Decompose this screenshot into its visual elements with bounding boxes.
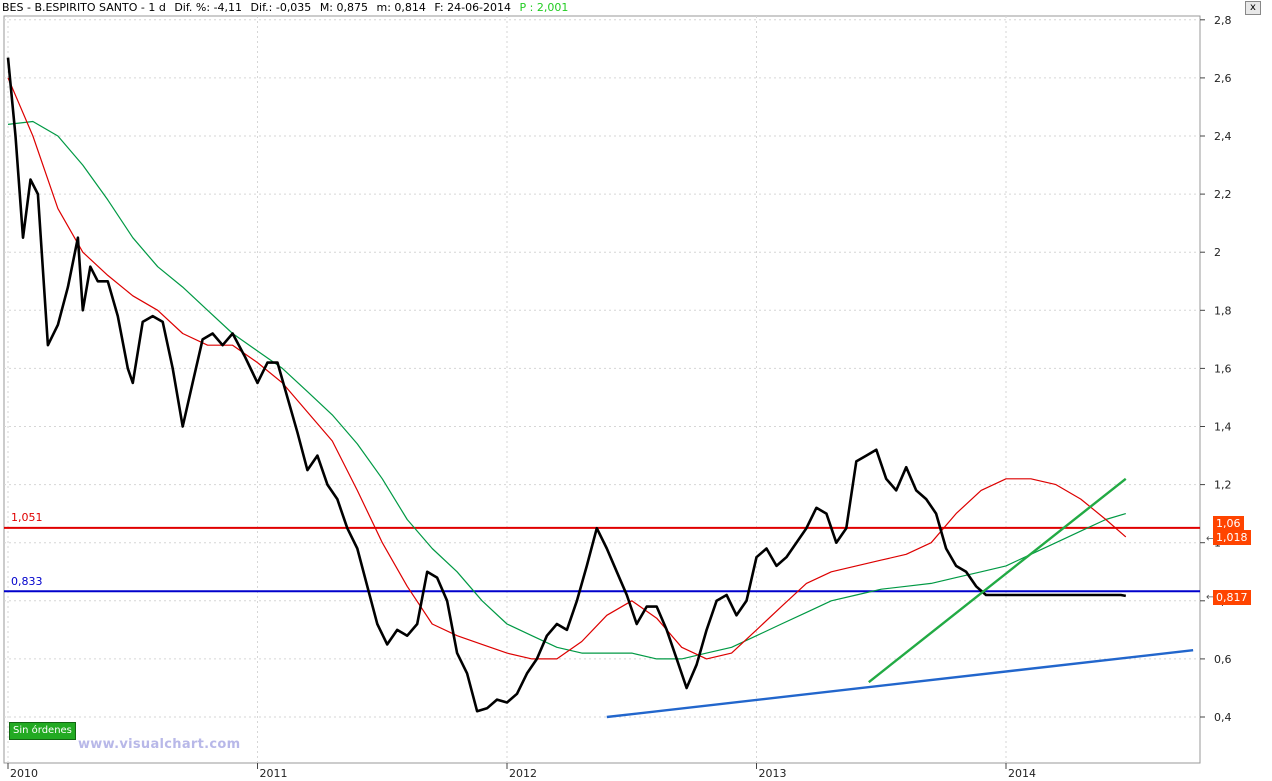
plot-area [3, 15, 1201, 764]
ma-price-tag: 1,018 [1213, 530, 1251, 545]
date-label: F: 24-06-2014 [434, 1, 512, 14]
symbol-label: BES - B.ESPIRITO SANTO - 1 d [2, 1, 166, 14]
y-tick-label: 2 [1214, 246, 1221, 259]
y-tick-label: 2,6 [1214, 72, 1232, 85]
x-tick-label: 2012 [509, 767, 537, 780]
y-tick-label: 1,8 [1214, 304, 1232, 317]
support-trendline [606, 648, 1194, 719]
last-price-tag: 0,817 [1213, 590, 1251, 605]
blue-level-label: 0,833 [11, 575, 43, 588]
watermark-link[interactable]: www.visualchart.com [78, 737, 241, 752]
uptrend-line [868, 477, 1127, 684]
p-value-label: P : 2,001 [519, 1, 569, 14]
y-tick-label: 2,8 [1214, 14, 1232, 27]
y-tick-label: 0,6 [1214, 653, 1232, 666]
low-label: m: 0,814 [376, 1, 426, 14]
y-tick-label: 2,4 [1214, 130, 1232, 143]
chart-header: BES - B.ESPIRITO SANTO - 1 d Dif. %: -4,… [2, 1, 573, 15]
y-tick-label: 1,6 [1214, 362, 1232, 375]
high-label: M: 0,875 [319, 1, 368, 14]
axis-arrow-marker: ← [1206, 533, 1214, 544]
close-button[interactable]: x [1245, 1, 1261, 15]
price-series-line [6, 57, 1127, 713]
y-tick-label: 1,2 [1214, 479, 1232, 492]
short-ma-line [7, 77, 1127, 660]
red-level-label: 1,051 [11, 511, 43, 524]
axis-arrow-marker: ← [1206, 592, 1214, 603]
status-badge[interactable]: Sin órdenes [9, 722, 76, 740]
red-level-price-tag: 1,06 [1213, 516, 1244, 531]
y-tick-label: 2,2 [1214, 188, 1232, 201]
y-tick-label: 0,4 [1214, 711, 1232, 724]
change-pct-label: Dif. %: -4,11 [174, 1, 243, 14]
x-tick-label: 2011 [260, 767, 288, 780]
change-label: Dif.: -0,035 [250, 1, 312, 14]
x-tick-label: 2014 [1008, 767, 1036, 780]
x-tick-label: 2010 [10, 767, 38, 780]
y-tick-label: 1,4 [1214, 421, 1232, 434]
x-tick-label: 2013 [759, 767, 787, 780]
